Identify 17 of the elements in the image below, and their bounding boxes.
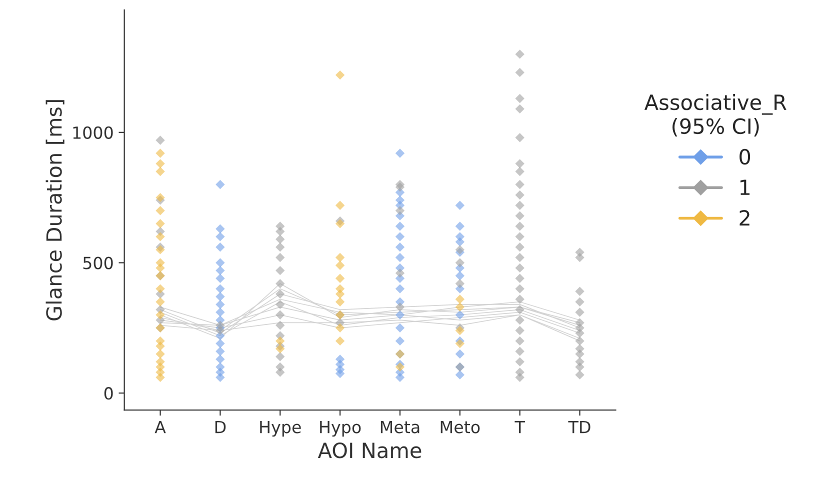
legend-label: 0	[740, 148, 750, 165]
y-tick-label: 0	[104, 387, 113, 400]
y-axis-title: Glance Duration [ms]	[46, 100, 64, 320]
x-axis-title: AOI Name	[318, 442, 422, 458]
y-tick-label: 1000	[73, 126, 113, 139]
legend-label: 2	[740, 210, 750, 226]
x-tick-label: Meto	[440, 420, 480, 434]
legend-title: Associative_R (95% CI)	[644, 94, 786, 137]
x-tick-label: TD	[568, 420, 590, 434]
y-tick-label: 500	[83, 256, 113, 270]
x-tick-label: Hypo	[320, 420, 361, 437]
x-tick-label: A	[154, 420, 166, 434]
x-tick-label: D	[215, 420, 226, 434]
x-tick-label: Hype	[260, 420, 301, 437]
x-tick-label: Meta	[380, 420, 420, 434]
legend-label: 1	[740, 180, 750, 195]
x-tick-label: T	[514, 420, 525, 434]
